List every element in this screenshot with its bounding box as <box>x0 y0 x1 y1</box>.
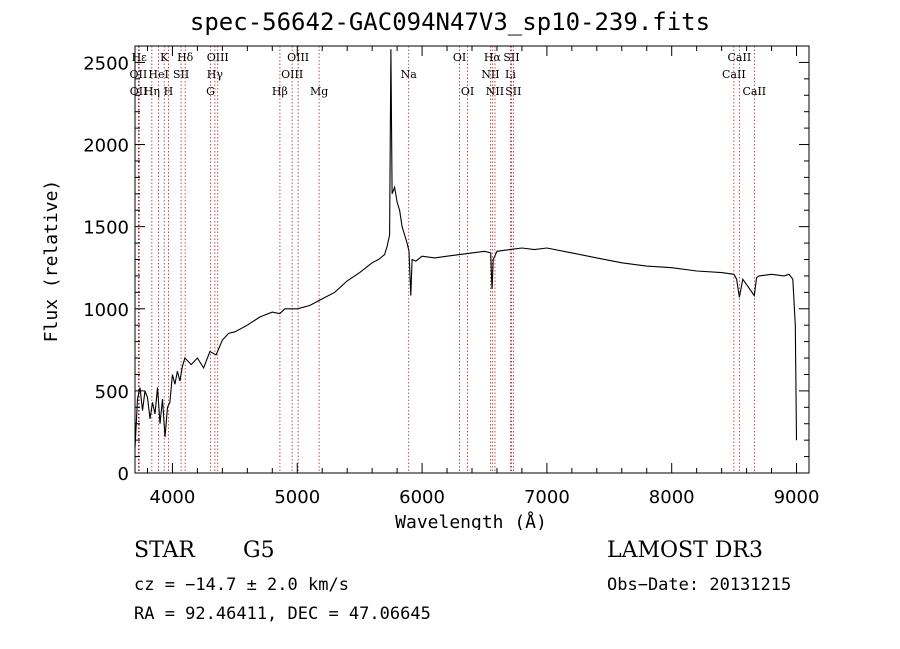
x-tick-label-4000: 4000 <box>150 487 196 508</box>
x-tick-label-6000: 6000 <box>399 487 445 508</box>
y-tick-label-500: 500 <box>95 382 129 403</box>
y-tick-label-1500: 1500 <box>83 218 129 239</box>
redshift-velocity: cz = −14.7 ± 2.0 km/s <box>134 575 349 595</box>
y-tick-label-0: 0 <box>118 464 129 485</box>
line-label-19: NII <box>481 68 499 81</box>
line-label-24: SII <box>505 85 521 98</box>
line-label-10: Hγ <box>207 68 224 81</box>
line-label-17: OI <box>453 51 466 64</box>
line-markers <box>137 46 755 473</box>
line-labels: HεOIIOIIHηHeIKHSIIHδGHγOIIIHβOIIIOIIIMgN… <box>130 51 767 98</box>
line-label-13: OIII <box>281 68 303 81</box>
line-label-23: SII <box>503 51 519 64</box>
y-axis-label: Flux (relative) <box>41 180 62 343</box>
spectrum-chart: HεOIIOIIHηHeIKHSIIHδGHγOIIIHβOIIIOIIIMgN… <box>41 45 819 530</box>
chart-title: spec-56642-GAC094N47V3_sp10-239.fits <box>189 8 711 36</box>
plot-frame <box>134 45 810 474</box>
observation-date: Obs−Date: 20131215 <box>607 575 792 595</box>
ra-dec-coordinates: RA = 92.46411, DEC = 47.06645 <box>134 604 431 624</box>
line-label-26: CaII <box>728 51 752 64</box>
line-label-3: Hη <box>144 85 160 98</box>
line-label-18: OI <box>461 85 474 98</box>
line-label-21: NII <box>486 85 504 98</box>
line-label-2: OII <box>130 85 148 98</box>
x-tick-label-9000: 9000 <box>774 487 820 508</box>
line-label-5: K <box>160 51 169 64</box>
y-tick-label-2500: 2500 <box>83 53 129 74</box>
line-label-20: Hα <box>484 51 502 64</box>
line-label-8: Hδ <box>177 51 194 64</box>
line-label-4: HeI <box>148 68 168 81</box>
y-tick-label-2000: 2000 <box>83 136 129 157</box>
object-subclass: G5 <box>243 538 275 563</box>
x-tick-label-5000: 5000 <box>274 487 320 508</box>
line-label-14: OIII <box>287 51 309 64</box>
line-label-25: CaII <box>722 68 746 81</box>
line-label-7: SII <box>173 68 189 81</box>
line-label-27: CaII <box>742 85 766 98</box>
line-label-12: Hβ <box>272 85 288 98</box>
object-class: STAR <box>134 538 195 563</box>
x-tick-label-8000: 8000 <box>649 487 695 508</box>
line-label-22: Li <box>505 68 516 81</box>
line-label-15: Mg <box>310 85 328 98</box>
line-label-9: G <box>206 85 215 98</box>
axis-ticks <box>135 46 809 474</box>
x-axis-label: Wavelength (Å) <box>395 511 547 530</box>
axis-tick-labels: 4000 5000 6000 7000 8000 9000 0 500 1000 1500 2000… <box>83 53 819 508</box>
line-label-11: OIII <box>207 51 229 64</box>
spectrum-line <box>134 49 798 449</box>
line-label-16: Na <box>401 68 418 81</box>
survey-name: LAMOST DR3 <box>607 538 763 563</box>
line-label-6: H <box>164 85 174 98</box>
y-tick-label-1000: 1000 <box>83 300 129 321</box>
line-label-1: OII <box>130 68 148 81</box>
x-tick-label-7000: 7000 <box>524 487 570 508</box>
